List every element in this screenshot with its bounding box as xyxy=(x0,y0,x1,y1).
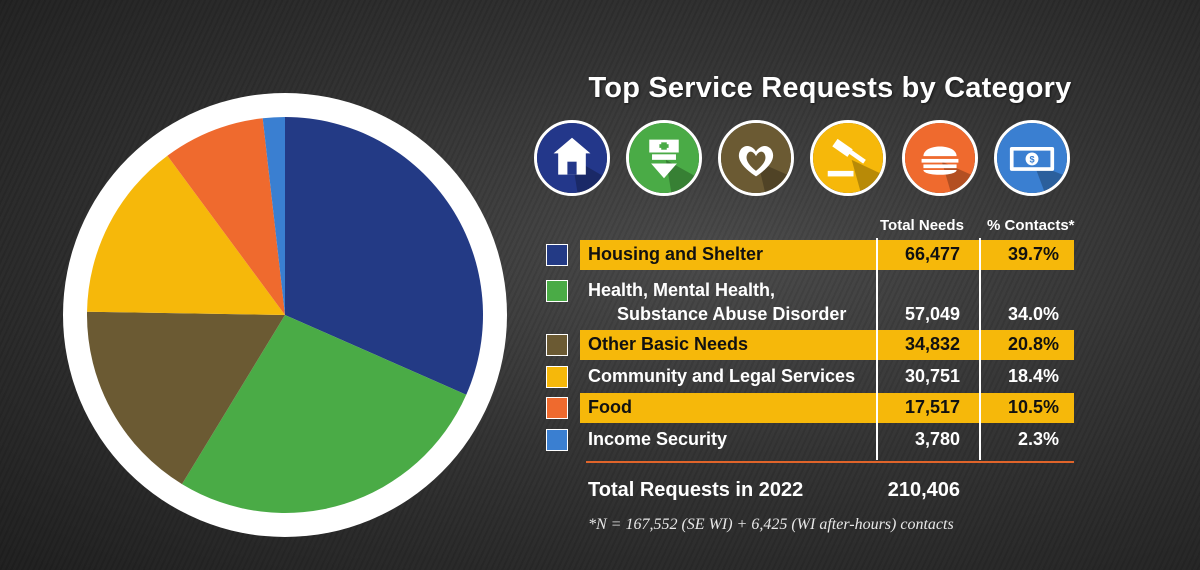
table-row: Income Security 3,780 2.3% xyxy=(540,425,1074,455)
total-needs-value: 66,477 xyxy=(904,244,960,264)
table-row: Health, Mental Health, Substance Abuse D… xyxy=(540,276,1074,326)
table-row: Food 17,517 10.5% xyxy=(540,393,1074,423)
header-pct-contacts: % Contacts* xyxy=(987,217,1075,234)
pct-contacts-value: 34.0% xyxy=(1007,304,1059,324)
pct-contacts-value: 20.8% xyxy=(1007,334,1059,354)
color-swatch xyxy=(546,397,568,419)
footnote: *N = 167,552 (SE WI) + 6,425 (WI after-h… xyxy=(588,516,954,533)
heart-hands-icon xyxy=(718,120,794,196)
row-highlight xyxy=(580,393,1074,423)
total-value: 210,406 xyxy=(887,479,960,501)
pie-svg xyxy=(63,93,507,537)
category-label: Community and Legal Services xyxy=(588,366,856,386)
color-swatch xyxy=(546,429,568,451)
total-needs-value: 34,832 xyxy=(904,334,960,354)
pie-slice-3 xyxy=(87,155,286,315)
column-divider xyxy=(979,238,981,460)
row-highlight xyxy=(580,240,1074,270)
color-swatch xyxy=(546,244,568,266)
pct-contacts-value: 2.3% xyxy=(1017,429,1059,449)
pie-slice-0 xyxy=(285,117,483,395)
burger-icon xyxy=(902,120,978,196)
table-row: Other Basic Needs 34,832 20.8% xyxy=(540,330,1074,360)
table-row: Housing and Shelter 66,477 39.7% xyxy=(540,240,1074,270)
house-icon xyxy=(534,120,610,196)
category-label-line2: Substance Abuse Disorder xyxy=(617,304,847,324)
pct-contacts-value: 10.5% xyxy=(1007,397,1059,417)
pct-contacts-value: 39.7% xyxy=(1007,244,1059,264)
category-icons: $ xyxy=(534,120,1080,200)
pie-slice-5 xyxy=(262,117,285,315)
category-label: Food xyxy=(588,397,632,417)
pie-slice-2 xyxy=(87,311,285,485)
color-swatch xyxy=(546,280,568,302)
header-total-needs: Total Needs xyxy=(880,217,964,234)
pie-slice-1 xyxy=(181,315,467,513)
gavel-icon xyxy=(810,120,886,196)
table-row: Community and Legal Services 30,751 18.4… xyxy=(540,362,1074,392)
money-icon: $ xyxy=(994,120,1070,196)
category-label: Other Basic Needs xyxy=(588,334,749,354)
svg-text:$: $ xyxy=(1029,155,1034,165)
total-label: Total Requests in 2022 xyxy=(588,479,804,501)
total-needs-value: 3,780 xyxy=(914,429,960,449)
total-divider xyxy=(586,461,1074,463)
pie-chart xyxy=(60,90,510,540)
total-needs-value: 57,049 xyxy=(904,304,960,324)
row-highlight xyxy=(580,330,1074,360)
total-needs-value: 17,517 xyxy=(904,397,960,417)
pct-contacts-value: 18.4% xyxy=(1007,366,1059,386)
pie-slice-4 xyxy=(167,118,285,315)
column-divider xyxy=(876,238,878,460)
nurse-icon xyxy=(626,120,702,196)
color-swatch xyxy=(546,366,568,388)
category-label: Income Security xyxy=(588,429,728,449)
color-swatch xyxy=(546,334,568,356)
category-label: Health, Mental Health, xyxy=(588,280,776,300)
chart-title: Top Service Requests by Category xyxy=(588,72,1072,104)
category-label: Housing and Shelter xyxy=(588,244,764,264)
total-needs-value: 30,751 xyxy=(904,366,960,386)
